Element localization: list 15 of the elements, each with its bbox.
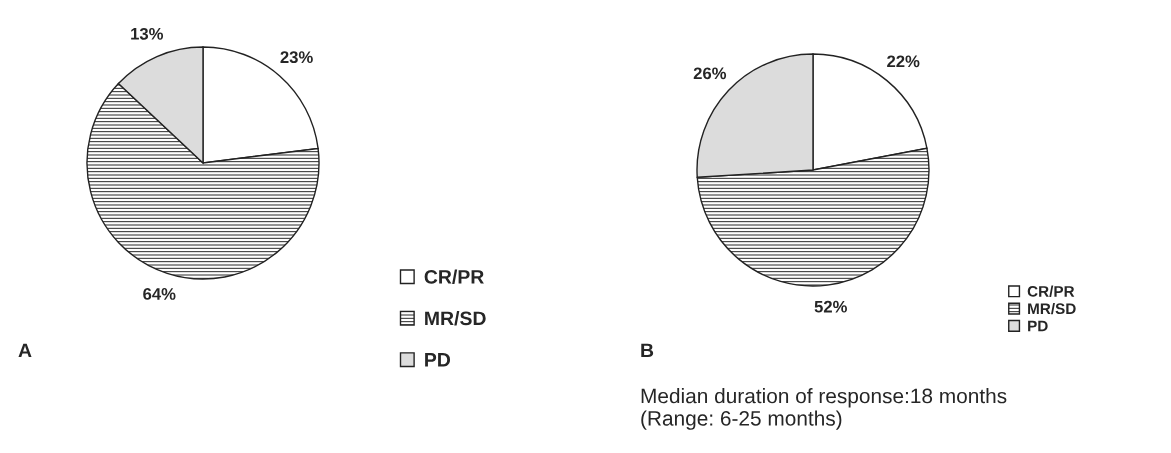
data-label: 23%	[280, 51, 313, 64]
text: B	[641, 343, 654, 358]
data-label: 64%	[143, 288, 176, 300]
data-label: 52%	[814, 300, 847, 313]
text: Median duration of response:18 months (Range: 6-25 months)	[641, 388, 1007, 430]
data-label: 22%	[887, 55, 920, 68]
legend-label: CR/PR	[1027, 285, 1075, 297]
data-label: 13%	[131, 27, 164, 40]
legend-label: MR/SD	[1028, 302, 1076, 315]
legend-label: PD	[425, 353, 451, 367]
legend-label: PD	[1028, 320, 1048, 332]
legend-label: MR/SD	[425, 310, 486, 326]
text: A	[18, 343, 32, 358]
data-label: 26%	[693, 67, 727, 80]
legend-label: CR/PR	[424, 269, 484, 284]
